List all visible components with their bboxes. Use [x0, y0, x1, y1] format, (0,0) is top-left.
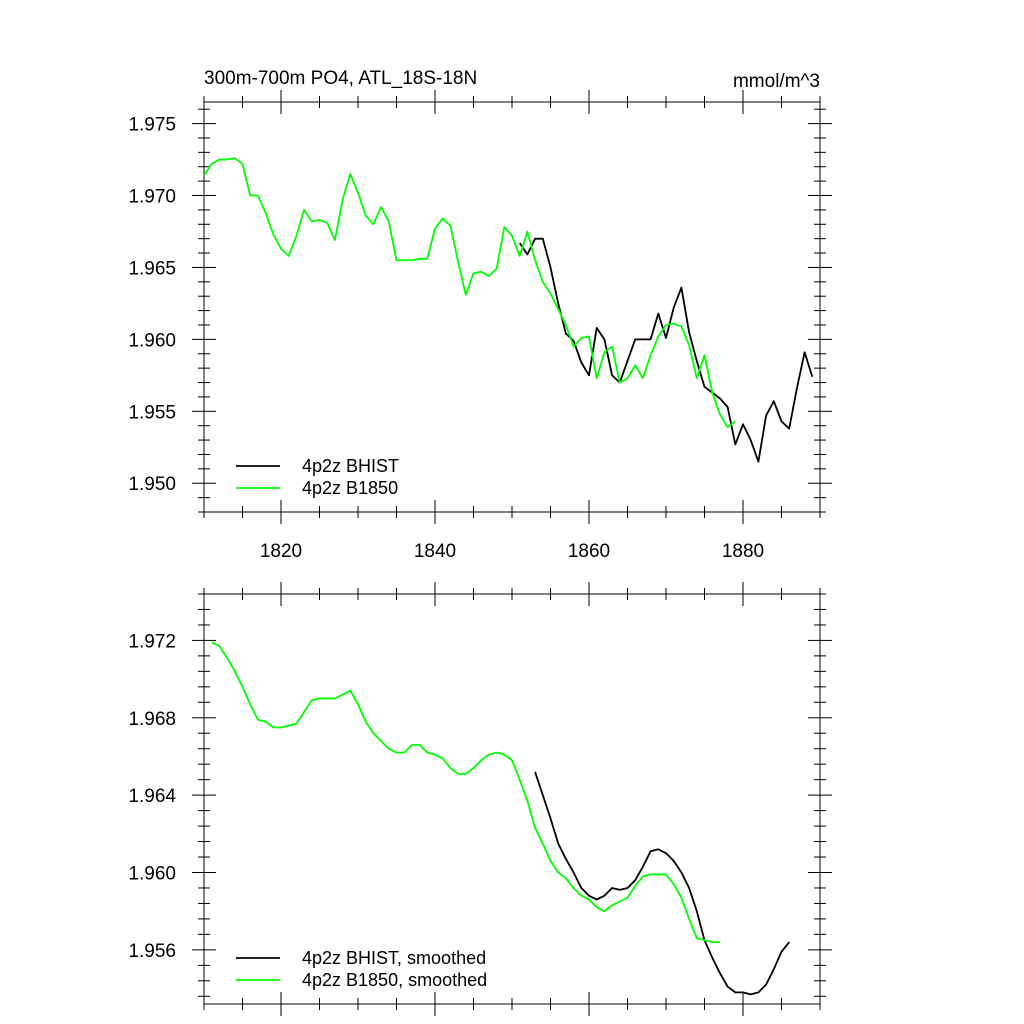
y-tick-label: 1.972 [128, 631, 176, 652]
legend-label: 4p2z B1850 [302, 478, 398, 498]
legend-label: 4p2z B1850, smoothed [302, 970, 487, 990]
series-line-1 [203, 157, 736, 429]
top-panel: 1820 1840 1860 1880 1.950 1.955 1.960 1.965 1.97… [128, 90, 832, 562]
y-tick-label: 1.965 [128, 258, 176, 279]
plot-frame [203, 101, 821, 513]
y-tick-label: 1.968 [128, 709, 176, 730]
y-tick-label: 1.975 [128, 115, 176, 136]
series-line-1 [211, 641, 720, 944]
y-tick-label: 1.955 [128, 402, 176, 423]
y-tick-label: 1.960 [128, 863, 176, 884]
x-tick-label: 1840 [414, 541, 456, 562]
x-tick-label: 1880 [722, 541, 764, 562]
plot-frame [203, 593, 821, 1005]
x-tick-label: 1820 [260, 541, 302, 562]
legend-label: 4p2z BHIST, smoothed [302, 948, 486, 968]
y-tick-label: 1.964 [128, 786, 176, 807]
x-tick-label: 1860 [568, 541, 610, 562]
legend-label: 4p2z BHIST [302, 456, 399, 476]
y-tick-label: 1.970 [128, 187, 176, 208]
bottom-panel: 1.956 1.960 1.964 1.968 1.972 4p2z BHIST, smo… [128, 582, 832, 1016]
y-tick-label: 1.950 [128, 474, 176, 495]
series-line-0 [534, 771, 790, 996]
y-tick-label: 1.956 [128, 941, 176, 962]
chart-units: mmol/m^3 [733, 71, 820, 92]
series-line-0 [518, 237, 814, 463]
y-tick-label: 1.960 [128, 330, 176, 351]
chart-title: 300m-700m PO4, ATL_18S-18N [204, 68, 477, 89]
